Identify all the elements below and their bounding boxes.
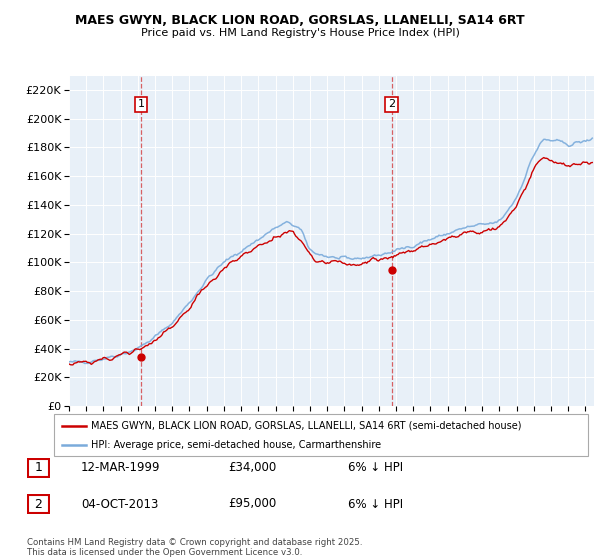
Text: £95,000: £95,000 (228, 497, 276, 511)
Text: MAES GWYN, BLACK LION ROAD, GORSLAS, LLANELLI, SA14 6RT (semi-detached house): MAES GWYN, BLACK LION ROAD, GORSLAS, LLA… (91, 421, 522, 431)
Text: 12-MAR-1999: 12-MAR-1999 (81, 461, 161, 474)
Text: MAES GWYN, BLACK LION ROAD, GORSLAS, LLANELLI, SA14 6RT: MAES GWYN, BLACK LION ROAD, GORSLAS, LLA… (75, 14, 525, 27)
Text: Price paid vs. HM Land Registry's House Price Index (HPI): Price paid vs. HM Land Registry's House … (140, 28, 460, 38)
Text: 04-OCT-2013: 04-OCT-2013 (81, 497, 158, 511)
Text: £34,000: £34,000 (228, 461, 276, 474)
Text: 2: 2 (388, 99, 395, 109)
Text: 6% ↓ HPI: 6% ↓ HPI (348, 461, 403, 474)
Text: 2: 2 (34, 497, 43, 511)
Text: 1: 1 (137, 99, 145, 109)
Text: Contains HM Land Registry data © Crown copyright and database right 2025.
This d: Contains HM Land Registry data © Crown c… (27, 538, 362, 557)
Text: HPI: Average price, semi-detached house, Carmarthenshire: HPI: Average price, semi-detached house,… (91, 440, 382, 450)
Text: 1: 1 (34, 461, 43, 474)
Text: 6% ↓ HPI: 6% ↓ HPI (348, 497, 403, 511)
